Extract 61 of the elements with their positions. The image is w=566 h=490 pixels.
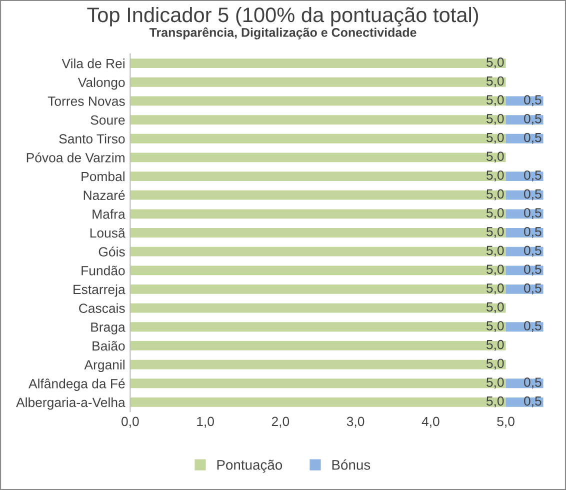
chart-subtitle: Transparência, Digitalização e Conectividade <box>149 27 416 40</box>
data-label: 0,5 <box>524 246 542 257</box>
data-label: 5,0 <box>486 396 504 408</box>
data-label: 5,0 <box>486 170 504 182</box>
data-label: 5,0 <box>486 321 504 332</box>
y-tick-label: Baião <box>92 340 125 351</box>
data-label: 5,0 <box>486 76 504 88</box>
data-label: 0,5 <box>524 170 542 182</box>
y-tick-label: Soure <box>90 115 125 125</box>
data-label: 0,5 <box>524 378 542 388</box>
y-tick-label: Vila de Rei <box>62 58 124 68</box>
data-label: 5,0 <box>486 302 504 314</box>
x-tick-label: 4,0 <box>422 416 440 428</box>
data-label: 0,5 <box>524 283 542 294</box>
y-tick-label: Fundão <box>82 266 125 276</box>
data-label: 5,0 <box>486 283 504 294</box>
y-tick-label: Mafra <box>92 209 126 219</box>
y-tick-label: Góis <box>98 246 125 256</box>
x-tick-label: 3,0 <box>346 416 364 428</box>
data-label: 5,0 <box>486 264 504 276</box>
data-label: 0,5 <box>524 321 542 332</box>
x-tick-label: 5,0 <box>497 416 514 428</box>
y-tick-label: Cascais <box>79 303 125 313</box>
data-label: 5,0 <box>486 226 504 238</box>
y-tick-label: Arganil <box>84 360 124 372</box>
chart-title: Top Indicador 5 (100% da pontuação total) <box>87 6 478 26</box>
data-label: 5,0 <box>486 246 504 257</box>
y-tick-label: Alfândega da Fé <box>28 378 125 391</box>
data-label: 5,0 <box>486 340 504 351</box>
data-label: 5,0 <box>486 152 504 163</box>
data-label: 0,5 <box>524 95 542 106</box>
y-tick-label: Estarreja <box>74 284 126 297</box>
data-label: 5,0 <box>486 208 504 220</box>
data-label: 0,5 <box>524 264 542 276</box>
data-label: 5,0 <box>486 378 504 388</box>
data-label: 0,5 <box>524 226 542 238</box>
data-label: 5,0 <box>486 58 504 68</box>
data-label: 0,5 <box>524 396 542 408</box>
y-tick-label: Santo Tirso <box>59 134 125 144</box>
y-tick-label: Valongo <box>78 77 125 90</box>
y-tick-label: Póvoa de Varzim <box>26 152 124 162</box>
y-tick-label: Torres Novas <box>48 96 125 106</box>
data-label: 0,5 <box>524 132 542 144</box>
y-tick-label: Nazaré <box>84 190 125 200</box>
data-label: 5,0 <box>486 189 504 200</box>
legend-label: Pontuação <box>217 460 282 473</box>
data-label: 5,0 <box>486 358 504 370</box>
data-label: 0,5 <box>524 208 542 220</box>
data-label: 5,0 <box>486 114 504 125</box>
legend-label: Bónus <box>332 459 370 470</box>
x-tick-label: 0,0 <box>122 416 139 428</box>
y-tick-label: Pombal <box>82 171 124 182</box>
y-tick-label: Lousã <box>90 228 126 238</box>
data-label: 0,5 <box>524 189 542 200</box>
x-tick-label: 1,0 <box>197 416 214 428</box>
data-label: 0,5 <box>524 114 542 125</box>
data-label: 5,0 <box>486 95 504 106</box>
data-label: 5,0 <box>486 132 504 144</box>
y-tick-label: Braga <box>91 322 126 334</box>
x-tick-label: 2,0 <box>272 416 290 428</box>
y-tick-label: Albergaria-a-Velha <box>16 397 126 410</box>
